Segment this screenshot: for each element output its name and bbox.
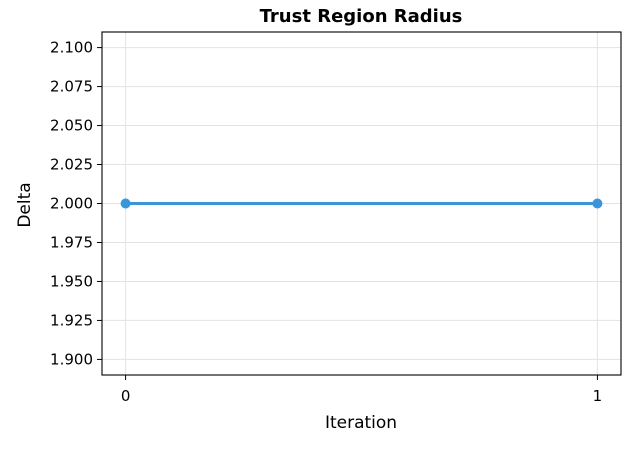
y-axis-label: Delta bbox=[15, 182, 35, 227]
y-tick-label: 2.050 bbox=[50, 117, 93, 135]
y-tick-label: 2.075 bbox=[50, 78, 93, 96]
y-tick-label: 2.025 bbox=[50, 156, 93, 174]
data-point bbox=[120, 198, 131, 209]
data-point bbox=[592, 198, 603, 209]
x-axis-label: Iteration bbox=[325, 413, 397, 433]
axis-ticks: 1.900 1.925 1.950 1.975 2.000 2.025 2.050 2.075… bbox=[50, 39, 602, 405]
x-tick-label: 1 bbox=[593, 387, 603, 405]
y-tick-label: 1.900 bbox=[50, 350, 93, 368]
y-tick-label: 1.925 bbox=[50, 311, 93, 329]
y-tick-label: 2.000 bbox=[50, 195, 93, 213]
data-series bbox=[120, 198, 603, 209]
y-tick-label: 1.975 bbox=[50, 233, 93, 251]
y-tick-label: 2.100 bbox=[50, 39, 93, 57]
x-tick-label: 0 bbox=[121, 387, 131, 405]
y-tick-label: 1.950 bbox=[50, 272, 93, 290]
chart-title: Trust Region Radius bbox=[260, 6, 463, 27]
